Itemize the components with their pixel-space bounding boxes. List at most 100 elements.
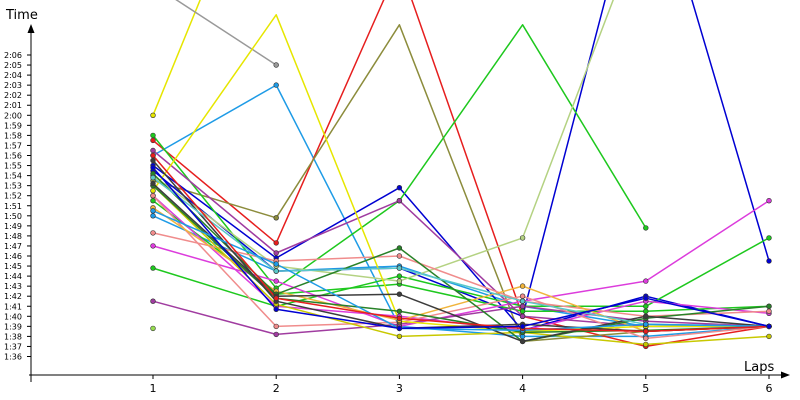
data-point [273,331,279,338]
series-line-1 [152,0,201,116]
data-point [519,298,526,304]
y-tick-label: 1:50 [4,212,22,221]
data-point [396,273,403,279]
y-tick-label: 1:49 [4,222,22,231]
data-point [519,235,526,241]
y-tick-label: 1:39 [4,322,22,331]
y-tick-label: 1:55 [4,162,22,171]
y-tick-label: 1:57 [4,141,22,150]
data-point [643,303,649,309]
data-point [519,293,526,299]
y-tick-label: 1:40 [4,312,22,321]
series-lines [152,0,770,348]
series-points [150,62,772,350]
data-point [150,132,156,139]
data-point [643,308,649,314]
data-point [396,291,403,297]
y-tick-label: 2:05 [4,61,22,70]
data-point [273,268,279,274]
y-tick-label: 1:42 [4,292,22,301]
y-tick-label: 2:03 [4,81,22,90]
data-point [766,323,772,330]
y-tick-label: 1:52 [4,192,22,201]
y-tick-label: 1:46 [4,252,22,261]
data-point [766,308,772,314]
data-point [273,323,279,330]
data-point [150,193,156,199]
y-tick-labels: 1:36 1:371:381:391:401:411:421:431:441:45… [4,51,31,362]
data-point [519,308,526,314]
data-point [643,225,649,231]
y-tick-label: 2:01 [4,101,22,110]
data-point [150,152,156,159]
series-line-18 [152,195,770,340]
data-point [396,245,403,251]
data-point [396,308,403,314]
y-tick-label: 1:41 [4,302,22,311]
y-tick-label: 1:36 [4,353,22,362]
data-point [273,215,279,221]
x-axis-arrow [781,371,790,379]
y-tick-label: 1:37 [4,342,22,351]
y-tick-label: 1:48 [4,232,22,241]
data-point [643,313,649,319]
x-tick-label: 3 [396,382,403,395]
y-tick-label: 1:44 [4,272,22,281]
data-point [643,321,649,327]
y-tick-label: 2:06 [4,51,22,60]
data-point [150,137,156,144]
x-tick-label: 5 [642,382,649,395]
data-point [643,295,649,301]
data-point [396,325,403,332]
data-point [150,112,156,119]
series-line-10 [152,237,770,308]
data-point [273,82,279,88]
y-tick-label: 1:53 [4,182,22,191]
y-axis-title: Time [5,8,38,23]
y-tick-label: 1:58 [4,131,22,140]
y-tick-label: 1:38 [4,332,22,341]
data-point [519,303,526,309]
data-point [519,323,526,330]
data-point [150,265,156,271]
series-line-2 [175,0,277,66]
data-point [150,188,156,194]
data-point [273,240,279,246]
data-point [643,341,649,348]
y-axis-arrow [27,24,35,33]
data-point [396,198,403,204]
data-point [766,258,772,264]
data-point [643,278,649,284]
y-tick-label: 1:54 [4,172,22,181]
data-point [150,298,156,304]
data-point [273,295,279,301]
y-tick-label: 2:02 [4,91,22,100]
series-line-30 [152,167,770,330]
data-point [273,250,279,256]
x-tick-label: 1 [150,382,157,395]
data-point [519,338,526,345]
data-point [273,261,279,267]
data-point [519,313,526,319]
series-line-14 [152,300,770,336]
y-tick-label: 1:56 [4,152,22,161]
x-tick-label: 2 [273,382,280,395]
data-point [766,303,772,309]
series-line-3 [152,84,770,338]
data-point [150,230,156,236]
data-point [643,335,649,342]
data-point [766,198,772,204]
data-point [643,328,649,335]
data-point [766,333,772,340]
x-tick-label: 4 [519,382,526,395]
y-tick-label: 1:59 [4,121,22,130]
data-point [150,325,156,332]
y-tick-label: 2:00 [4,111,22,120]
data-point [150,147,156,154]
data-point [150,164,156,171]
series-line-23 [152,185,770,334]
series-line-15 [152,149,769,328]
series-line-29 [152,155,770,333]
